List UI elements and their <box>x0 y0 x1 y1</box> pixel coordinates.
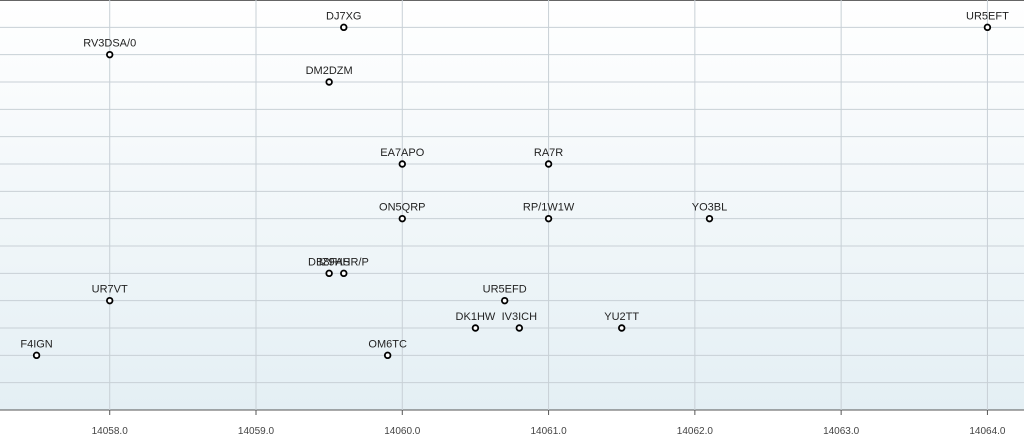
point-label: RV3DSA/0 <box>83 38 136 50</box>
point-label: DJ7XG <box>326 10 361 22</box>
point-label: RA7R <box>534 147 563 159</box>
point <box>515 324 524 332</box>
point-label: YO3BL <box>692 202 727 214</box>
x-tick-label: 14063.0 <box>823 426 860 437</box>
point <box>106 296 114 305</box>
point-label: OM6TC <box>368 338 407 350</box>
x-tick-label: 14060.0 <box>384 426 421 437</box>
point-label: YU2TT <box>604 311 639 323</box>
point <box>340 269 348 278</box>
x-tick-label: 14061.0 <box>530 426 567 437</box>
point <box>398 214 406 223</box>
x-tick-label: 14062.0 <box>677 426 714 437</box>
point-label: IZ9HHR/P <box>319 256 369 268</box>
point-label: UR7VT <box>92 284 128 296</box>
x-tick-label: 14059.0 <box>238 426 275 437</box>
point <box>340 23 348 32</box>
point <box>325 78 333 86</box>
point-label: DK1HW <box>456 311 496 323</box>
point <box>618 324 626 332</box>
point <box>383 351 392 360</box>
point <box>32 351 41 360</box>
point <box>705 214 714 223</box>
point-label: ON5QRP <box>379 202 425 214</box>
plot-area <box>0 0 1024 410</box>
point <box>500 296 509 305</box>
point-label: EA7APO <box>380 147 424 159</box>
point <box>544 214 553 223</box>
point-label: RP/1W1W <box>523 202 575 214</box>
point <box>471 324 480 332</box>
point-label: F4IGN <box>20 338 52 350</box>
point-label: UR5EFT <box>966 10 1009 22</box>
x-tick-label: 14064.0 <box>969 426 1006 437</box>
point-label: IV3ICH <box>502 311 538 323</box>
point <box>106 50 114 59</box>
point-label: DM2DZM <box>306 65 353 77</box>
point <box>325 269 333 278</box>
x-tick-label: 14058.0 <box>92 426 129 437</box>
point <box>544 160 553 168</box>
point <box>983 23 992 32</box>
point-label: UR5EFD <box>483 284 527 296</box>
point-label: DB8FAS <box>308 256 350 268</box>
point <box>398 160 406 168</box>
